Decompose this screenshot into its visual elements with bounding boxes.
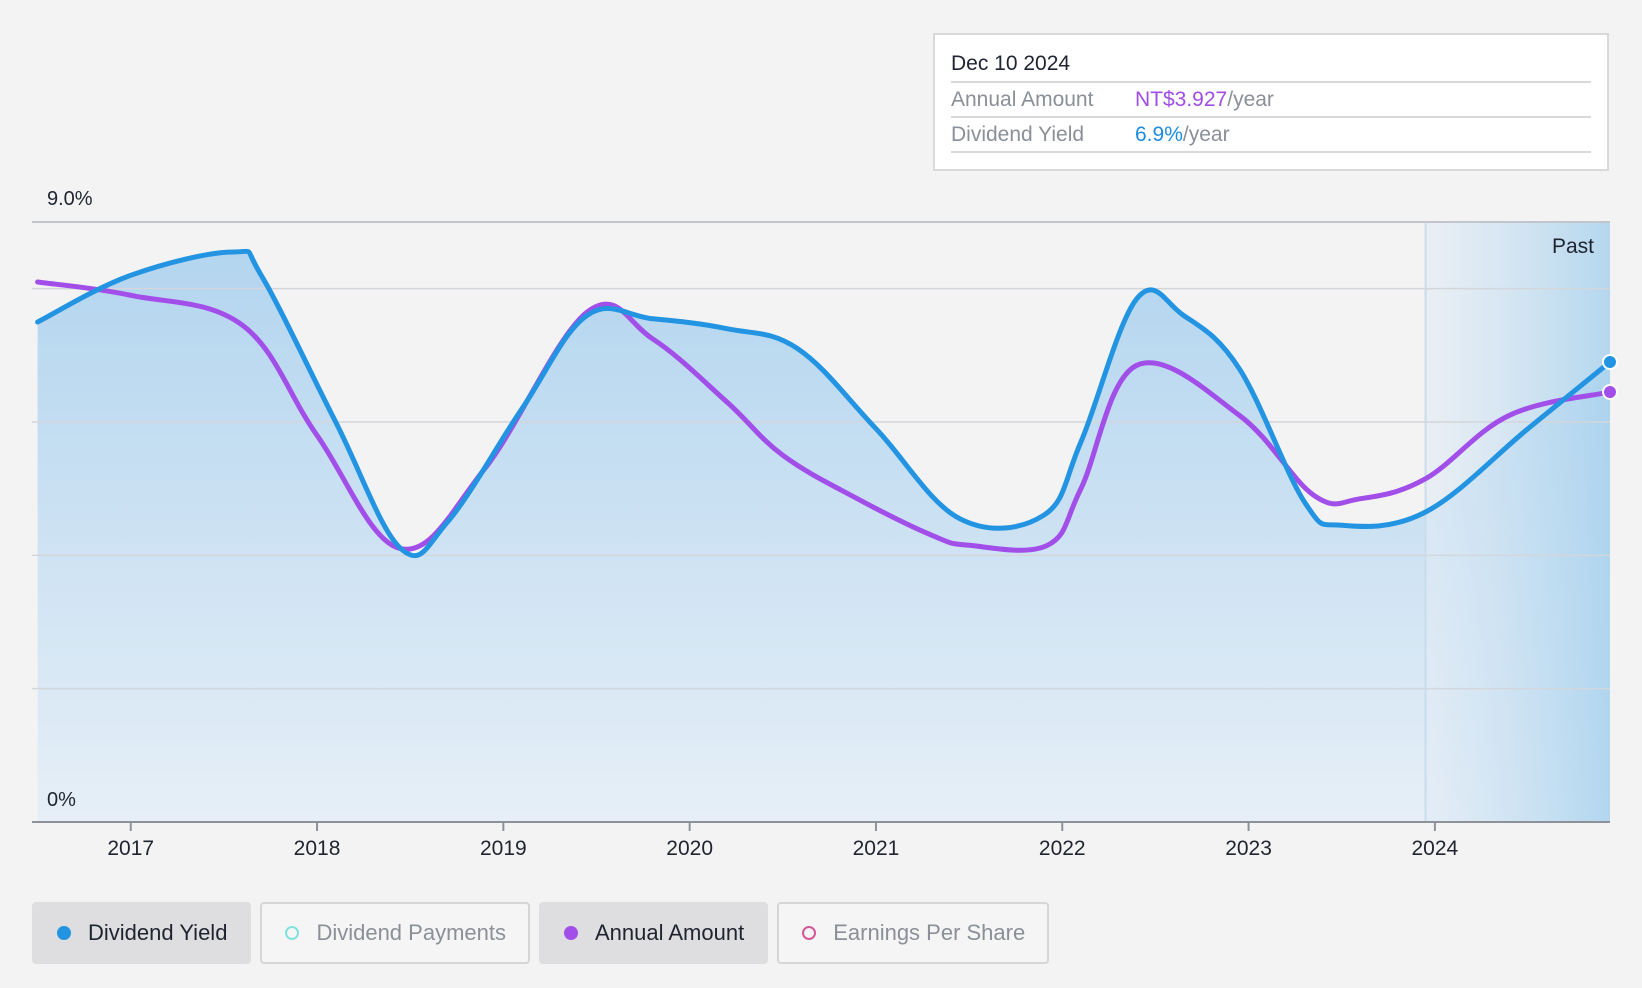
- tooltip-dividend-yield-label: Dividend Yield: [951, 123, 1085, 146]
- y-axis-bottom-label: 0%: [47, 789, 76, 811]
- dividend-yield-dot-icon: [57, 926, 71, 940]
- legend-dividend-payments-label: Dividend Payments: [316, 920, 506, 945]
- legend: Dividend Yield Dividend Payments Annual …: [32, 902, 1050, 964]
- x-axis-tick-label: 2023: [1225, 837, 1272, 860]
- legend-earnings-per-share-label: Earnings Per Share: [833, 920, 1026, 945]
- tooltip-row-dividend-yield: Dividend Yield 6.9% /year: [951, 118, 1591, 153]
- past-region-band: [1425, 222, 1610, 822]
- legend-dividend-yield-label: Dividend Yield: [88, 920, 228, 945]
- past-region-label: Past: [1552, 235, 1594, 258]
- tooltip-dividend-yield-unit: /year: [1182, 123, 1230, 146]
- legend-dividend-payments-button[interactable]: Dividend Payments: [260, 902, 530, 964]
- tooltip-dividend-yield-value: 6.9%: [1135, 123, 1183, 146]
- earnings-per-share-dot-icon: [802, 926, 817, 940]
- legend-annual-amount-label: Annual Amount: [594, 920, 745, 945]
- x-axis-tick-label: 2021: [853, 837, 900, 860]
- tooltip-row-annual-amount: Annual Amount NT$3.927 /year: [951, 83, 1591, 118]
- legend-annual-amount-button[interactable]: Annual Amount: [538, 902, 769, 964]
- x-axis-tick-label: 2022: [1039, 837, 1086, 860]
- annual-amount-end-marker[interactable]: [1602, 384, 1618, 400]
- x-axis-tick-label: 2024: [1412, 837, 1459, 860]
- dividend-yield-line: [35, 248, 1613, 558]
- x-axis-tick-label: 2018: [294, 837, 341, 860]
- y-axis-top-label: 9.0%: [47, 188, 93, 210]
- legend-earnings-per-share-button[interactable]: Earnings Per Share: [777, 902, 1050, 964]
- tooltip-date: Dec 10 2024: [951, 49, 1591, 83]
- dividend-payments-dot-icon: [285, 926, 300, 940]
- annual-amount-line: [35, 279, 1613, 553]
- x-axis-tick-label: 2019: [480, 837, 527, 860]
- x-axis-tick-label: 2020: [666, 837, 713, 860]
- tooltip-annual-amount-unit: /year: [1227, 88, 1274, 111]
- legend-dividend-yield-button[interactable]: Dividend Yield: [32, 902, 252, 964]
- annual-amount-dot-icon: [563, 926, 578, 940]
- tooltip-annual-amount-value: NT$3.927: [1135, 88, 1228, 111]
- dividend-yield-end-marker[interactable]: [1602, 354, 1618, 370]
- x-axis-tick-label: 2017: [107, 837, 154, 860]
- dividend-yield-area: [37, 251, 1611, 823]
- tooltip-annual-amount-label: Annual Amount: [951, 88, 1094, 111]
- tooltip-card: Dec 10 2024 Annual Amount NT$3.927 /year…: [933, 33, 1609, 171]
